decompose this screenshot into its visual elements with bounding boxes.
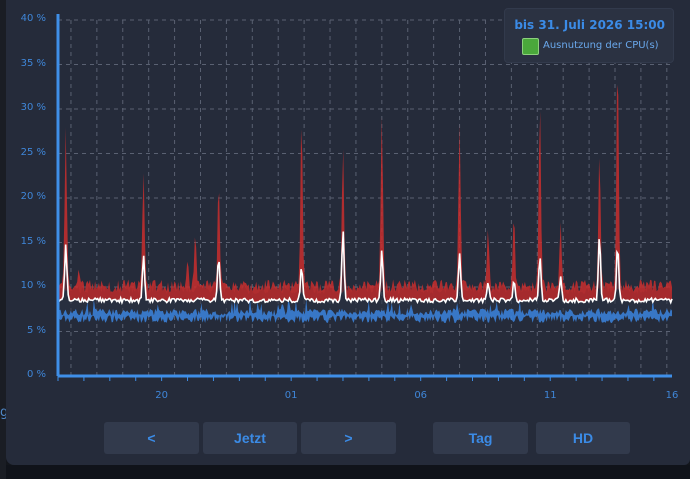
previous-button[interactable]: < [104, 422, 199, 454]
y-tick-label: 15 % [20, 235, 46, 247]
y-tick-label: 30 % [20, 102, 46, 113]
avg-line [57, 231, 673, 306]
band-area [58, 231, 672, 303]
lower-background [6, 465, 690, 479]
time-range-label: bis 31. Juli 2026 15:00 [514, 18, 665, 32]
x-tick-label: 20 [155, 390, 168, 401]
y-tick-label: 20 % [20, 191, 46, 202]
next-button[interactable]: > [301, 422, 396, 454]
y-tick-label: 35 % [20, 57, 46, 69]
min-band [58, 297, 672, 324]
chart-panel [6, 0, 690, 465]
y-tick-label: 10 % [20, 280, 46, 291]
y-tick-label: 5 % [26, 324, 46, 336]
x-tick-label: 01 [284, 390, 298, 401]
left-edge [0, 0, 6, 479]
hd-button[interactable]: HD [536, 422, 630, 454]
x-tick-label: 16 [665, 390, 679, 401]
chart-series [57, 84, 673, 324]
series-name: Ausnutzung der CPU(s) [543, 40, 659, 51]
day-button[interactable]: Tag [433, 422, 528, 454]
chart-axes [56, 14, 672, 381]
chart-grid [58, 19, 672, 376]
x-tick-label: 06 [414, 390, 428, 401]
edge-text: g [0, 405, 9, 420]
y-tick-label: 0 % [26, 369, 46, 380]
max-area [58, 84, 672, 303]
legend-box: bis 31. Juli 2026 15:00 Ausnutzung der C… [504, 8, 674, 63]
x-tick-label: 11 [543, 390, 557, 401]
y-tick-label: 40 % [20, 13, 46, 24]
now-button[interactable]: Jetzt [203, 422, 297, 454]
y-tick-label: 25 % [20, 146, 46, 158]
series-toggle-checkbox[interactable] [522, 38, 539, 55]
